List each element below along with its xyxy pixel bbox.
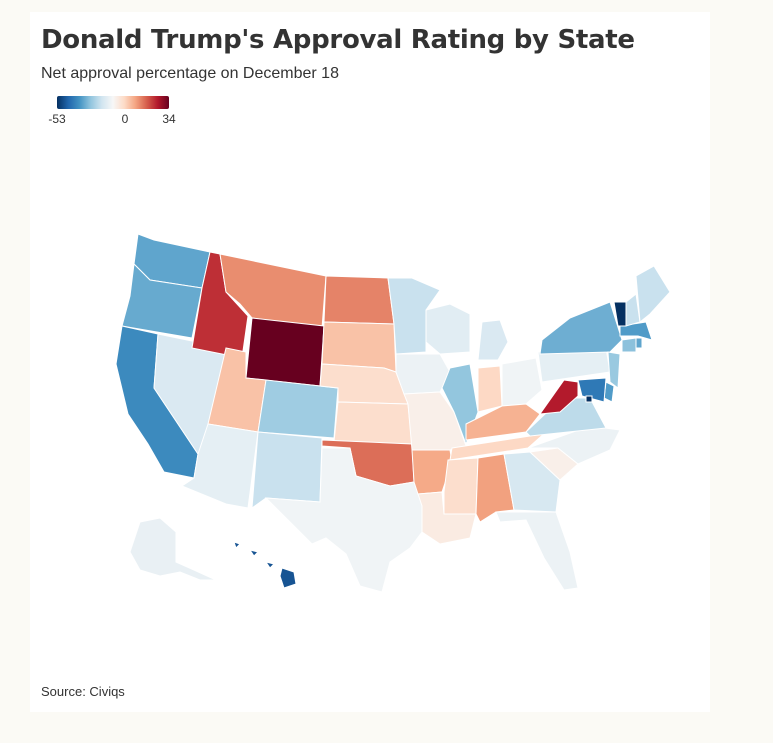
- legend-max-label: 34: [162, 112, 176, 126]
- state-CT[interactable]: [621, 337, 637, 353]
- page-subtitle: Net approval percentage on December 18: [41, 65, 339, 82]
- state-WY[interactable]: [245, 317, 325, 387]
- state-HI[interactable]: [233, 541, 297, 589]
- state-ND[interactable]: [323, 275, 395, 325]
- page-title: Donald Trump's Approval Rating by State: [41, 25, 635, 55]
- state-FL[interactable]: [495, 511, 579, 591]
- state-OR[interactable]: [121, 262, 203, 339]
- state-MI[interactable]: [477, 319, 509, 361]
- source-note: Source: Civiqs: [41, 684, 125, 699]
- state-CO[interactable]: [257, 379, 339, 439]
- state-DC[interactable]: [585, 395, 593, 403]
- state-AK[interactable]: [129, 517, 217, 581]
- state-TN[interactable]: [449, 431, 547, 461]
- state-TX[interactable]: [264, 447, 423, 593]
- state-WI[interactable]: [425, 303, 471, 355]
- state-KS[interactable]: [333, 401, 413, 445]
- map-card: Donald Trump's Approval Rating by State …: [30, 12, 710, 712]
- color-legend: -53 0 34: [48, 96, 176, 126]
- state-LA[interactable]: [417, 491, 477, 545]
- state-MA[interactable]: [619, 321, 653, 341]
- state-NJ[interactable]: [607, 351, 621, 389]
- state-MD[interactable]: [577, 377, 607, 403]
- state-WV[interactable]: [538, 379, 579, 415]
- state-NM[interactable]: [251, 431, 323, 510]
- us-choropleth-map: [115, 233, 671, 593]
- legend-gradient-bar: [57, 96, 169, 109]
- state-IN[interactable]: [477, 365, 503, 413]
- state-MS[interactable]: [443, 457, 479, 515]
- state-AZ[interactable]: [180, 423, 259, 509]
- legend-mid-label: 0: [121, 112, 129, 126]
- state-OH[interactable]: [501, 357, 543, 407]
- state-NY[interactable]: [539, 301, 623, 355]
- legend-min-label: -53: [48, 112, 66, 126]
- state-ME[interactable]: [635, 265, 671, 323]
- state-RI[interactable]: [635, 337, 643, 349]
